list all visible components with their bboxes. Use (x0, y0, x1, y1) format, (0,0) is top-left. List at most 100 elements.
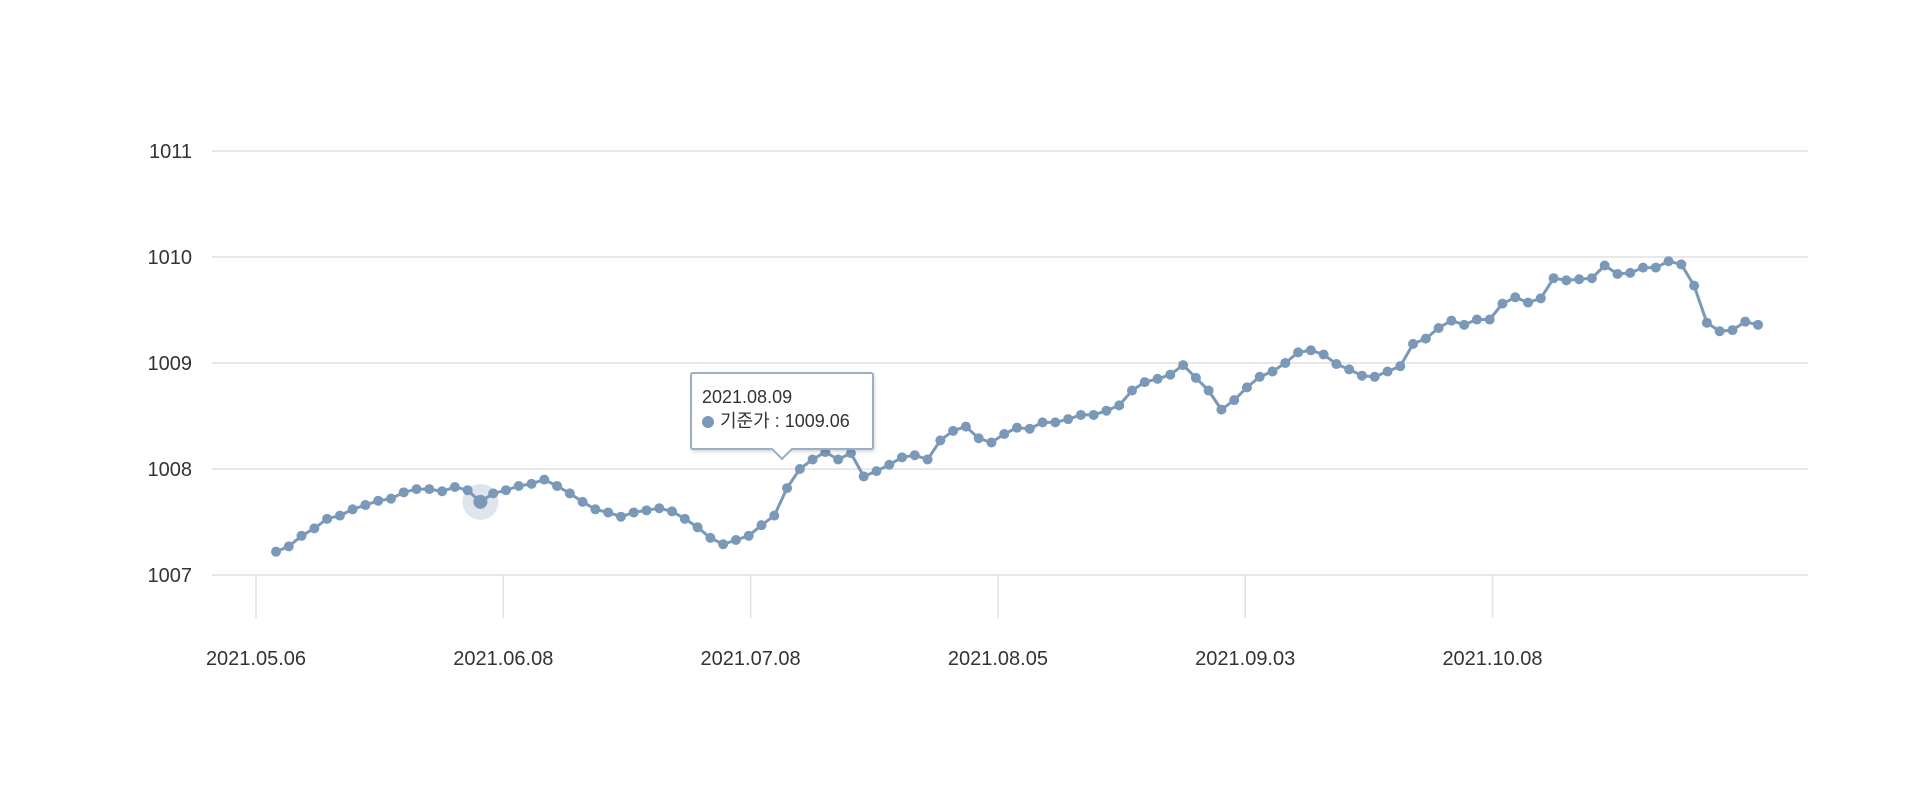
data-point (1331, 359, 1342, 370)
data-point (1063, 414, 1074, 425)
data-point (1523, 297, 1534, 308)
data-point (1484, 314, 1495, 325)
data-point (1395, 361, 1406, 372)
series-line (275, 259, 1759, 554)
data-point (858, 471, 869, 482)
data-point (794, 464, 805, 474)
x-tick-label: 2021.09.03 (1195, 648, 1295, 670)
data-point (1344, 364, 1355, 375)
data-point (1152, 373, 1163, 384)
data-point (1497, 298, 1508, 309)
data-point (628, 507, 639, 518)
data-point (347, 504, 358, 515)
data-point (1190, 372, 1201, 383)
data-point (271, 546, 281, 557)
data-point (743, 530, 754, 541)
data-point (437, 486, 448, 497)
data-point (398, 487, 409, 498)
data-point (705, 532, 716, 543)
grid-lines (212, 150, 1808, 576)
data-point (935, 435, 946, 446)
data-point (1663, 256, 1674, 267)
data-point (654, 503, 665, 514)
data-point (960, 421, 971, 432)
data-point (1178, 360, 1189, 371)
data-tooltip: 2021.08.09 기준가 : 1009.06 (690, 372, 874, 450)
series-dot-icon (702, 416, 714, 428)
y-tick-label: 1008 (148, 459, 193, 481)
data-point (1701, 317, 1712, 328)
data-point (1229, 395, 1240, 406)
data-point (1267, 366, 1278, 377)
data-point (1254, 371, 1265, 382)
data-point (615, 511, 626, 522)
data-point (1369, 371, 1380, 382)
data-point (1280, 358, 1291, 368)
x-axis-ticks: 2021.05.06 2021.06.08 2021.07.08 2021.08.05… (206, 575, 1543, 670)
data-point (373, 495, 384, 506)
data-point (692, 522, 703, 533)
data-point (513, 480, 524, 491)
data-point (385, 493, 396, 504)
data-point (526, 478, 537, 489)
data-point (986, 437, 997, 448)
data-point (1088, 409, 1099, 420)
data-point (1420, 333, 1431, 344)
tooltip-row: 기준가 : 1009.06 (702, 408, 862, 434)
data-point (296, 530, 307, 541)
data-point (1050, 417, 1061, 428)
data-point (1241, 382, 1252, 393)
data-point (948, 425, 959, 436)
data-point (1459, 319, 1470, 330)
data-point (1305, 345, 1316, 356)
x-tick-label: 2021.07.08 (701, 648, 801, 670)
data-point (718, 539, 729, 550)
data-point (1203, 385, 1214, 396)
tooltip-separator: : (769, 411, 785, 431)
data-point (1293, 347, 1304, 358)
data-point (334, 510, 345, 521)
y-tick-label: 1009 (148, 353, 193, 375)
data-point (1075, 409, 1086, 420)
data-point (603, 507, 614, 518)
data-point (1561, 275, 1572, 286)
data-point (1612, 268, 1623, 279)
data-point (283, 541, 294, 552)
data-point (1216, 404, 1227, 415)
data-point (424, 484, 435, 495)
data-point (756, 520, 767, 531)
data-point (1586, 273, 1597, 284)
data-point (1599, 260, 1610, 271)
data-point (322, 513, 333, 524)
data-point (1471, 314, 1482, 325)
y-axis-tick-labels: 1007 1008 1009 1010 1011 (148, 141, 193, 587)
data-point (679, 513, 690, 524)
data-point (973, 433, 984, 444)
data-point (1650, 262, 1661, 273)
tooltip-label: 기준가 (720, 411, 770, 431)
data-point (667, 506, 678, 517)
data-point (1408, 338, 1419, 349)
data-point (1740, 316, 1751, 327)
data-point (769, 510, 780, 521)
data-point (871, 466, 882, 477)
data-point (411, 484, 422, 495)
data-point (590, 504, 601, 515)
y-tick-label: 1011 (149, 141, 192, 163)
data-point (1433, 323, 1444, 334)
data-point (500, 485, 511, 496)
data-point (552, 480, 563, 491)
tooltip-value: 1009.06 (784, 411, 850, 431)
x-tick-label: 2021.10.08 (1442, 648, 1542, 670)
tooltip-date: 2021.08.09 (702, 387, 793, 407)
data-point (1510, 292, 1521, 303)
data-point (641, 505, 652, 516)
data-point (909, 450, 920, 461)
data-point (1574, 274, 1585, 285)
x-tick-label: 2021.05.06 (206, 648, 306, 670)
data-point (1535, 293, 1546, 304)
data-point (1114, 400, 1125, 411)
data-point (999, 429, 1010, 440)
data-point (1356, 370, 1367, 381)
